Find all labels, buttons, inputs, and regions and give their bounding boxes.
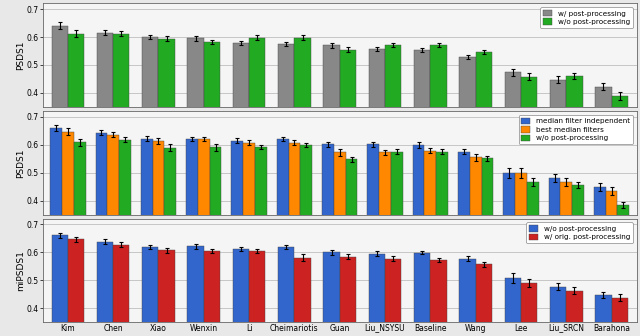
Bar [113,34,129,205]
Bar [346,160,357,312]
Bar [369,254,385,336]
Legend: median filter independent, best median filters, w/o post-processing: median filter independent, best median f… [518,115,633,144]
Bar [159,250,175,336]
Bar [198,139,210,312]
Bar [323,252,340,336]
Bar [210,148,221,312]
Bar [481,158,493,312]
Bar [391,152,403,312]
Bar [159,39,175,205]
Bar [503,173,515,312]
Bar [294,258,311,336]
Bar [476,52,492,205]
Bar [188,246,204,336]
Y-axis label: miPSDS1: miPSDS1 [16,250,25,291]
Bar [204,251,220,336]
Bar [322,144,334,312]
Bar [550,80,566,205]
Bar [164,148,176,312]
Bar [566,291,582,336]
Bar [289,143,300,312]
Bar [605,191,618,312]
Bar [505,72,521,205]
Bar [618,205,629,312]
Y-axis label: PSDS1: PSDS1 [16,148,25,177]
Bar [204,42,220,205]
Bar [74,142,86,312]
Bar [561,182,572,312]
Bar [470,158,481,312]
Bar [52,26,68,205]
Bar [233,249,249,336]
Y-axis label: PSDS1: PSDS1 [16,40,25,70]
Bar [340,50,356,205]
Bar [369,49,385,205]
Bar [414,253,430,336]
Bar [52,236,68,336]
Bar [385,259,401,336]
Bar [414,50,430,205]
Bar [548,178,561,312]
Bar [142,247,159,336]
Bar [108,135,119,312]
Bar [300,145,312,312]
Bar [436,152,448,312]
Bar [340,257,356,336]
Bar [385,45,401,205]
Bar [62,132,74,312]
Bar [50,128,62,312]
Bar [97,33,113,205]
Bar [186,139,198,312]
Bar [527,182,539,312]
Bar [413,145,424,312]
Legend: w/o post-processing, w/ orig. post-processing: w/o post-processing, w/ orig. post-proce… [526,222,633,243]
Bar [255,147,267,312]
Bar [232,141,243,312]
Bar [334,152,346,312]
Bar [460,259,476,336]
Bar [97,242,113,336]
Bar [595,86,612,205]
Bar [476,264,492,336]
Bar [515,173,527,312]
Bar [612,298,628,336]
Bar [249,38,266,205]
Bar [550,287,566,336]
Bar [430,260,447,336]
Bar [566,76,582,205]
Bar [152,141,164,312]
Bar [367,144,379,312]
Bar [424,151,436,312]
Bar [458,152,470,312]
Bar [594,187,605,312]
Bar [460,57,476,205]
Bar [243,143,255,312]
Bar [113,245,129,336]
Bar [595,295,612,336]
Bar [249,251,266,336]
Bar [521,77,538,205]
Bar [68,34,84,205]
Bar [119,139,131,312]
Bar [95,133,108,312]
Bar [141,139,152,312]
Legend: w/ post-processing, w/o post-processing: w/ post-processing, w/o post-processing [540,7,633,28]
Bar [521,283,538,336]
Bar [68,239,84,336]
Bar [276,139,289,312]
Bar [278,44,294,205]
Bar [188,38,204,205]
Bar [379,153,391,312]
Bar [142,37,159,205]
Bar [505,278,521,336]
Bar [278,247,294,336]
Bar [572,185,584,312]
Bar [323,45,340,205]
Bar [294,38,311,205]
Bar [612,96,628,205]
Bar [430,45,447,205]
Bar [233,43,249,205]
